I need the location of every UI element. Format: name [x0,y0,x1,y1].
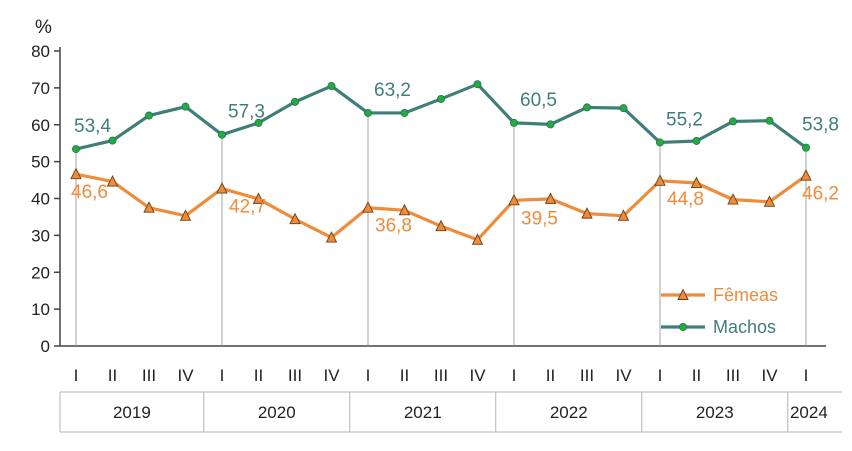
data-point-femeas [70,167,82,180]
data-point-machos [254,118,263,127]
legend-marker-triangle [677,288,689,300]
x-quarter-label: IV [469,366,486,385]
data-label-machos: 53,8 [802,115,839,136]
data-point-femeas [508,193,520,206]
legend-marker-circle [679,322,688,331]
data-point-femeas [544,192,557,204]
data-point-femeas [289,212,301,225]
data-label-fêmeas: 46,6 [71,182,108,203]
data-point-machos [765,116,774,125]
data-point-machos [509,118,518,127]
data-point-machos [729,117,738,126]
data-point-machos [217,130,226,139]
data-point-femeas [800,169,812,181]
data-point-femeas [252,192,265,204]
data-point-femeas [471,233,484,245]
y-tick-label: 10 [31,300,50,319]
y-unit-label: % [35,17,52,38]
data-point-machos [108,136,117,145]
x-year-label: 2022 [550,403,588,422]
x-quarter-label: IV [761,366,778,385]
data-point-femeas [216,182,228,194]
x-quarter-label: III [580,366,594,385]
x-year-label: 2021 [404,403,442,422]
x-quarter-label: IV [323,366,340,385]
x-year-label: 2020 [258,403,296,422]
legend-label-machos: Machos [713,317,776,337]
x-quarter-label: IV [177,366,194,385]
data-point-machos [181,102,190,111]
data-point-femeas [763,195,776,207]
x-quarter-label: II [400,366,409,385]
y-tick-label: 30 [31,226,50,245]
data-label-fêmeas: 44,8 [667,189,704,210]
data-point-machos [72,145,81,154]
data-label-machos: 53,4 [74,116,111,137]
x-quarter-label: II [108,366,117,385]
data-point-femeas [435,219,447,232]
data-point-machos [692,136,701,145]
data-point-femeas [143,201,155,213]
x-quarter-label: I [658,366,663,385]
data-label-fêmeas: 42,7 [229,197,266,218]
data-label-fêmeas: 36,8 [375,216,412,237]
data-point-machos [619,104,628,113]
data-point-femeas [617,209,630,221]
y-tick-label: 60 [31,116,50,135]
data-point-femeas [325,231,338,243]
data-point-femeas [362,201,374,213]
y-tick-label: 20 [31,263,50,282]
data-point-machos [656,138,665,147]
y-tick-label: 80 [31,42,50,61]
data-point-femeas [581,207,593,219]
data-point-machos [400,108,409,117]
x-quarter-label: I [366,366,371,385]
x-year-label: 2019 [113,403,151,422]
x-quarter-label: IV [615,366,632,385]
x-quarter-label: III [726,366,740,385]
data-point-femeas [398,203,411,216]
data-label-fêmeas: 39,5 [521,208,558,229]
y-tick-label: 40 [31,190,50,209]
x-quarter-label: III [142,366,156,385]
data-label-machos: 57,3 [228,102,265,123]
data-point-femeas [690,176,703,188]
y-tick-label: 50 [31,153,50,172]
x-year-label: 2024 [790,403,828,422]
x-year-label: 2023 [696,403,734,422]
data-label-machos: 63,2 [374,80,411,101]
x-quarter-label: II [546,366,555,385]
x-quarter-label: I [220,366,225,385]
data-point-machos [546,120,555,129]
data-point-machos [436,94,445,103]
x-quarter-label: III [434,366,448,385]
data-label-machos: 60,5 [520,90,557,111]
data-label-fêmeas: 46,2 [802,184,839,205]
data-point-femeas [106,175,119,187]
x-quarter-label: I [512,366,517,385]
data-point-machos [327,82,336,91]
data-point-machos [144,111,153,120]
data-point-femeas [179,209,192,221]
x-quarter-label: III [288,366,302,385]
y-tick-label: 0 [41,337,50,356]
y-tick-label: 70 [31,79,50,98]
x-quarter-label: II [692,366,701,385]
data-point-machos [473,80,482,89]
data-label-machos: 55,2 [666,109,703,130]
data-point-machos [363,108,372,117]
legend-label-fêmeas: Fêmeas [713,285,778,305]
x-quarter-label: I [74,366,79,385]
data-point-machos [802,143,811,152]
data-point-femeas [654,174,666,186]
data-point-machos [583,103,592,112]
x-quarter-label: II [254,366,263,385]
x-quarter-label: I [804,366,809,385]
data-point-machos [290,97,299,106]
data-point-femeas [727,193,739,205]
